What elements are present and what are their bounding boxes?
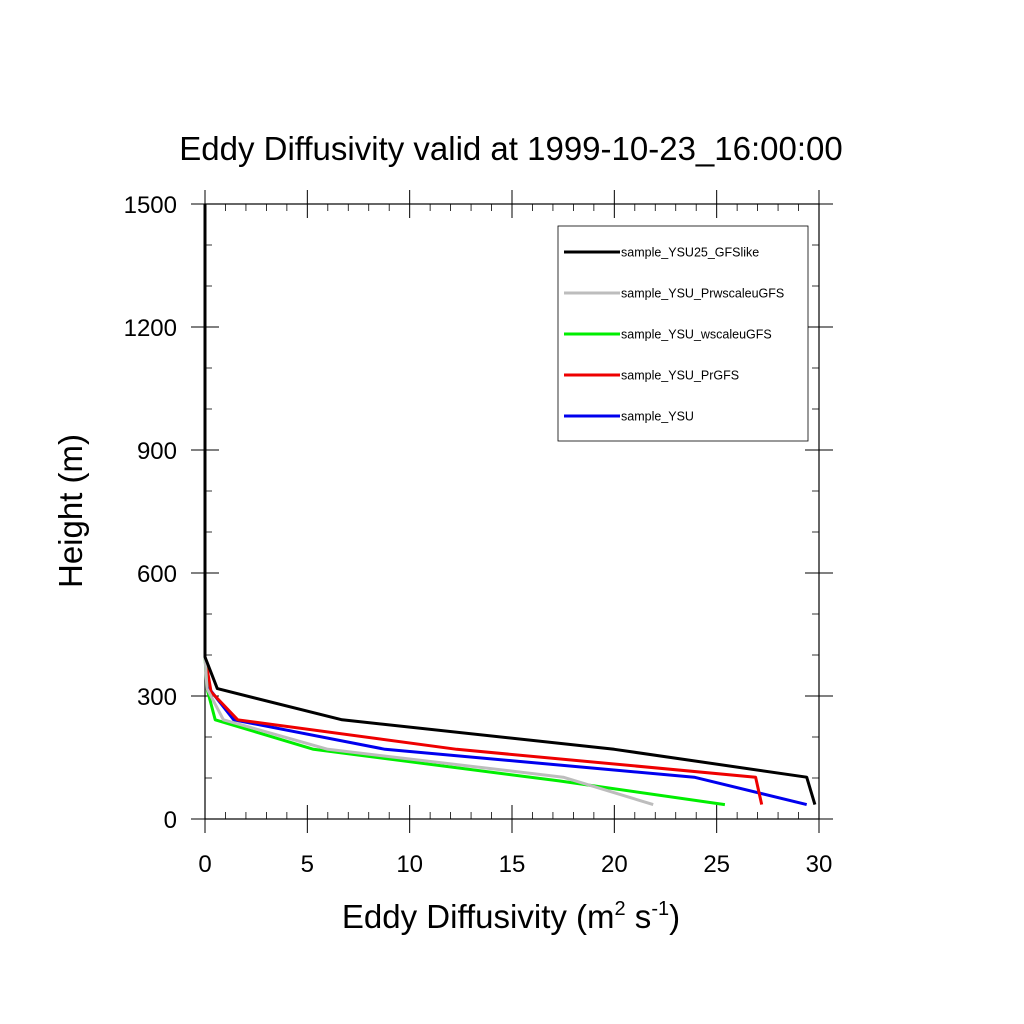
y-tick-label: 900	[137, 438, 177, 465]
series-lines	[203, 204, 817, 807]
y-axis-label: Height (m)	[52, 434, 89, 588]
x-tick-label: 0	[198, 851, 211, 878]
y-tick-label: 300	[137, 684, 177, 711]
y-tick-label: 1500	[124, 192, 177, 219]
x-tick-label: 5	[301, 851, 314, 878]
y-tick-label: 0	[164, 807, 177, 834]
x-axis-label: Eddy Diffusivity (m2 s-1)	[342, 898, 680, 935]
legend-label: sample_YSU_PrGFS	[621, 369, 739, 383]
chart-title: Eddy Diffusivity valid at 1999-10-23_16:…	[179, 130, 842, 167]
legend-label: sample_YSU_wscaleuGFS	[621, 328, 772, 342]
y-tick-label: 1200	[124, 315, 177, 342]
x-tick-label: 25	[703, 851, 730, 878]
series-line	[203, 204, 817, 806]
legend-label: sample_YSU25_GFSlike	[621, 246, 759, 260]
x-tick-label: 30	[806, 851, 833, 878]
x-tick-label: 20	[601, 851, 628, 878]
x-tick-label: 15	[499, 851, 526, 878]
y-tick-label: 600	[137, 561, 177, 588]
legend-label: sample_YSU	[621, 410, 694, 424]
legend-label: sample_YSU_PrwscaleuGFS	[621, 287, 784, 301]
x-tick-label: 10	[396, 851, 423, 878]
legend: sample_YSU25_GFSlike sample_YSU_Prwscaleu…	[557, 225, 809, 442]
